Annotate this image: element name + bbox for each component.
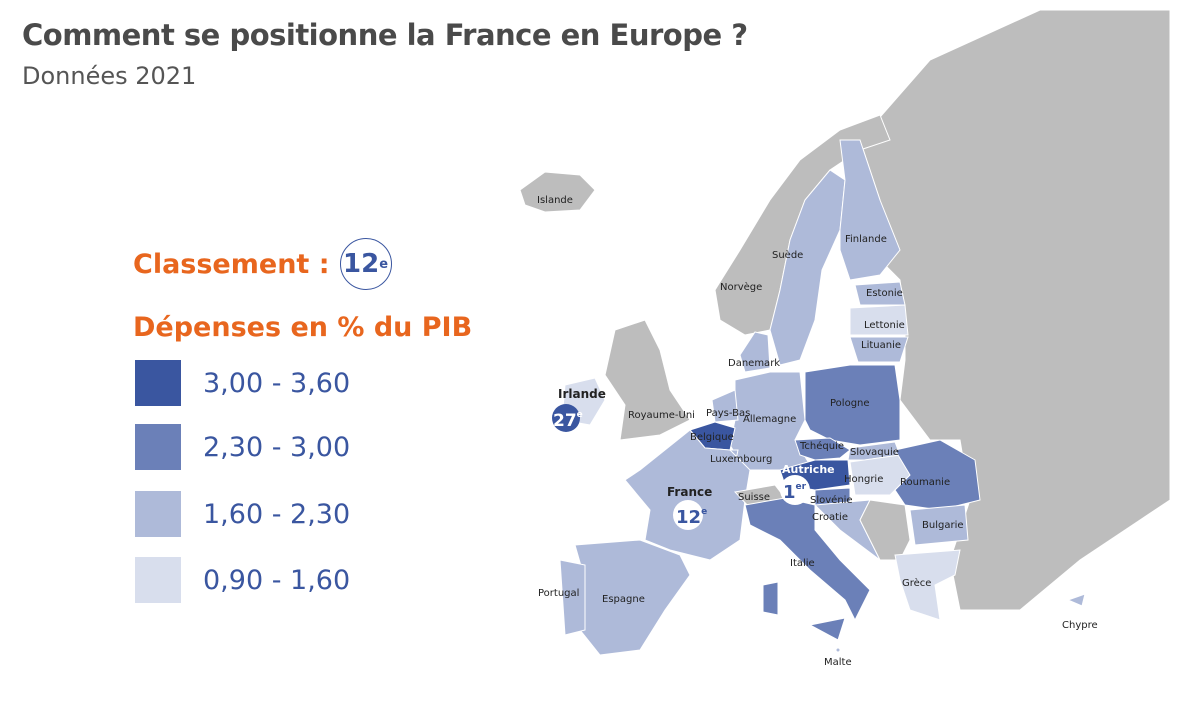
label-slovenie: Slovénie [810,494,853,506]
badge-france-name: France [667,485,712,499]
label-hongrie: Hongrie [844,474,883,485]
badge-irlande-rank: 27e [553,410,583,431]
map-royaume-uni [604,319,691,441]
page-subtitle: Données 2021 [22,62,197,90]
label-roumanie: Roumanie [900,477,950,488]
label-slovaquie: Slovaquie [850,447,899,458]
map-finlande [839,139,901,281]
label-espagne: Espagne [602,594,645,605]
label-luxembourg: Luxembourg [710,454,772,465]
page-title: Comment se positionne la France en Europ… [22,18,748,52]
ranking-badge: 12 e [339,238,392,290]
label-estonie: Estonie [866,288,903,299]
map-lituanie [849,336,909,363]
badge-irlande: Irlande 27e [552,387,606,432]
label-finlande: Finlande [845,234,887,245]
legend-title: Dépenses en % du PIB [133,312,473,343]
legend-item: 0,90 - 1,60 [135,557,350,603]
label-lettonie: Lettonie [864,320,905,331]
label-chypre: Chypre [1062,620,1098,631]
legend-swatch [135,557,181,603]
legend-swatch [135,424,181,470]
badge-autriche-name: Autriche [782,463,835,476]
label-danemark: Danemark [728,358,780,369]
badge-autriche-rank: 1er [783,482,807,503]
map-suede [769,169,846,366]
map-sicile [808,617,846,641]
legend-item: 3,00 - 3,60 [135,360,350,406]
map-bulgarie [909,504,969,546]
map-danemark [739,331,771,373]
map-sardaigne [762,581,779,616]
label-allemagne: Allemagne [743,414,796,425]
badge-irlande-name: Irlande [558,387,606,401]
legend-label: 1,60 - 2,30 [203,498,351,530]
ranking-label: Classement : [133,248,330,280]
badge-france-rank: 12e [676,507,707,528]
label-pologne: Pologne [830,398,870,409]
legend-item: 2,30 - 3,00 [135,424,350,470]
legend-label: 0,90 - 1,60 [203,564,351,596]
badge-france: France 12e [667,485,712,530]
label-tchequie: Tchéquie [799,440,844,452]
legend-swatch [135,360,181,406]
label-croatie: Croatie [812,512,848,523]
label-italie: Italie [790,558,815,569]
label-grece: Grèce [902,577,931,589]
map-malte [835,647,841,653]
label-lituanie: Lituanie [861,340,901,351]
label-suede: Suède [772,249,803,261]
map-grece [894,549,961,621]
label-suisse: Suisse [738,492,770,503]
map-lettonie [849,304,909,336]
map-france [624,429,751,561]
label-norvege: Norvège [720,281,762,293]
badge-autriche: Autriche 1er [780,463,835,505]
label-malte: Malte [824,657,852,668]
label-belgique: Belgique [690,432,734,443]
map-italie [744,497,871,622]
ranking-suffix: e [379,256,389,272]
ranking: Classement : 12 e [133,238,392,290]
label-islande: Islande [537,195,573,206]
map-pays-bas [711,389,739,423]
map-portugal [559,559,586,636]
map-pologne [804,364,901,446]
map-tchequie [794,437,851,461]
map-islande [519,171,596,213]
legend-swatch [135,491,181,537]
label-pays-bas: Pays-Bas [706,408,750,419]
label-portugal: Portugal [538,588,579,599]
legend-label: 3,00 - 3,60 [203,367,351,399]
label-bulgarie: Bulgarie [922,520,964,531]
map-chypre [1066,593,1086,607]
legend-item: 1,60 - 2,30 [135,491,350,537]
label-royaume-uni: Royaume-Uni [628,410,695,421]
ranking-value: 12 [343,249,380,279]
legend-label: 2,30 - 3,00 [203,431,351,463]
